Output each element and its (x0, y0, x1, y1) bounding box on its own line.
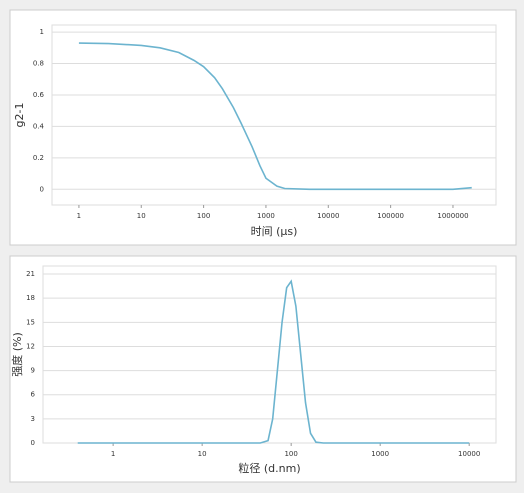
x-tick-label: 100 (197, 212, 210, 220)
y-axis-label: 强度 (%) (10, 332, 24, 377)
panel (9, 255, 517, 483)
y-tick-label: 0.4 (33, 122, 45, 130)
y-tick-label: 15 (26, 318, 35, 326)
y-tick-label: 3 (31, 415, 35, 423)
y-tick-label: 6 (31, 391, 36, 399)
line (78, 42, 472, 191)
x-tick-label: 10 (198, 450, 207, 458)
panel (9, 9, 517, 246)
y-tick-label: 0.6 (33, 91, 45, 99)
x-tick-label: 1 (77, 212, 81, 220)
x-axis-label: 粒径 (d.nm) (238, 461, 300, 475)
x-tick-label: 100000 (377, 212, 404, 220)
y-tick-label: 1 (40, 28, 44, 36)
y-axis-label: g2-1 (13, 103, 26, 128)
y-tick-label: 9 (31, 367, 35, 375)
y-tick-label: 12 (26, 342, 35, 350)
x-tick-label: 1 (111, 450, 115, 458)
x-tick-label: 1000 (257, 212, 275, 220)
x-axis-label: 时间 (μs) (251, 225, 298, 238)
line (77, 279, 470, 444)
y-tick-label: 21 (26, 270, 35, 278)
plot-area (51, 24, 497, 206)
x-tick-label: 1000000 (437, 212, 468, 220)
y-tick-label: 18 (26, 294, 35, 302)
x-tick-label: 10 (137, 212, 146, 220)
x-tick-label: 10000 (458, 450, 480, 458)
y-tick-label: 0 (40, 185, 44, 193)
y-tick-label: 0.2 (33, 154, 44, 162)
y-tick-label: 0 (31, 439, 35, 447)
x-tick-label: 10000 (317, 212, 339, 220)
y-tick-label: 0.8 (33, 60, 44, 68)
x-tick-label: 100 (284, 450, 297, 458)
x-tick-label: 1000 (371, 450, 389, 458)
